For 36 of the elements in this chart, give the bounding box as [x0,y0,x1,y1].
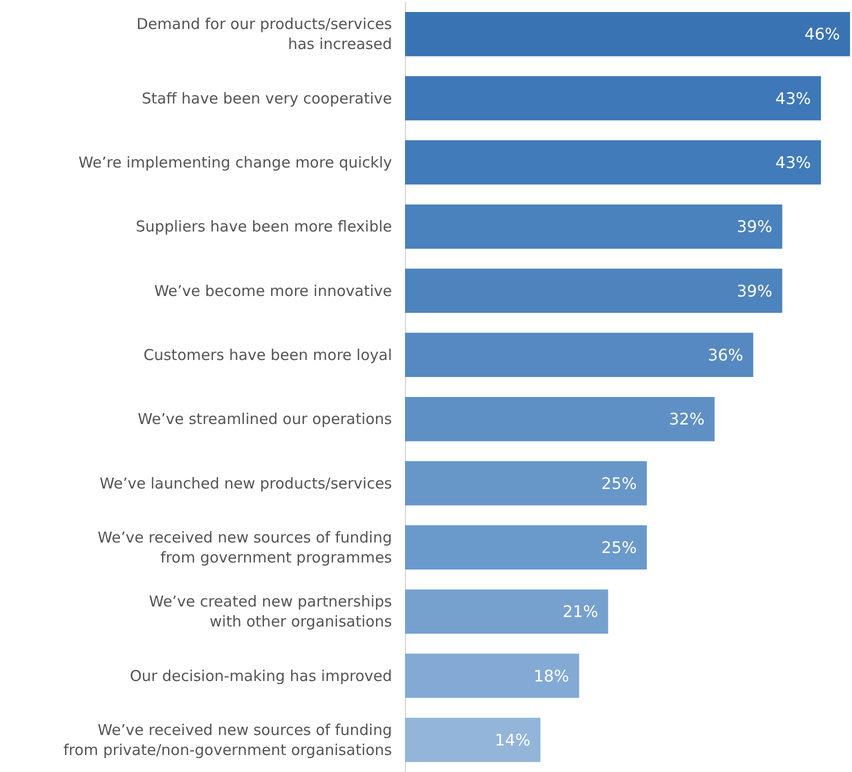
y-tick-label: We’ve become more innovative [154,282,392,300]
data-label: 14% [494,730,530,750]
bar [405,718,540,762]
data-label: 43% [775,152,811,172]
y-tick-label: We’ve launched new products/services [100,474,392,492]
data-label: 39% [736,217,772,236]
y-tick-label: Staff have been very cooperative [142,89,392,108]
bar [405,12,850,56]
data-label: 25% [601,474,637,493]
data-label: 39% [736,281,772,300]
y-tick-label: Our decision-making has improved [130,666,392,685]
y-tick-label: Customers have been more loyal [144,346,392,364]
bar [405,396,715,442]
y-tick-label: We’ve received new sources of funding from private/non-government organisations [63,720,392,759]
data-label: 43% [775,88,811,108]
data-label: 25% [601,538,637,557]
bar [405,332,754,378]
bar [405,654,580,698]
data-label: 32% [669,410,705,429]
bar [405,525,647,570]
y-tick-label: Demand for our products/services has increased [136,15,392,54]
data-label: 18% [534,666,570,686]
data-label: 21% [562,602,598,622]
bar [405,589,608,634]
bar [405,140,821,185]
y-tick-label: Suppliers have been more flexible [136,218,392,236]
y-tick-label: We’ve created new partnerships with other organisations [149,592,392,631]
y-tick-label: We’ve received new sources of funding from government programmes [98,528,392,566]
bar [405,268,782,313]
bar [405,461,647,506]
bar [405,204,782,249]
data-label: 46% [804,24,840,44]
y-tick-label: We’ve streamlined our operations [138,410,392,428]
bar [405,76,821,120]
data-label: 36% [708,345,744,364]
y-tick-label: We’re implementing change more quickly [78,153,392,172]
